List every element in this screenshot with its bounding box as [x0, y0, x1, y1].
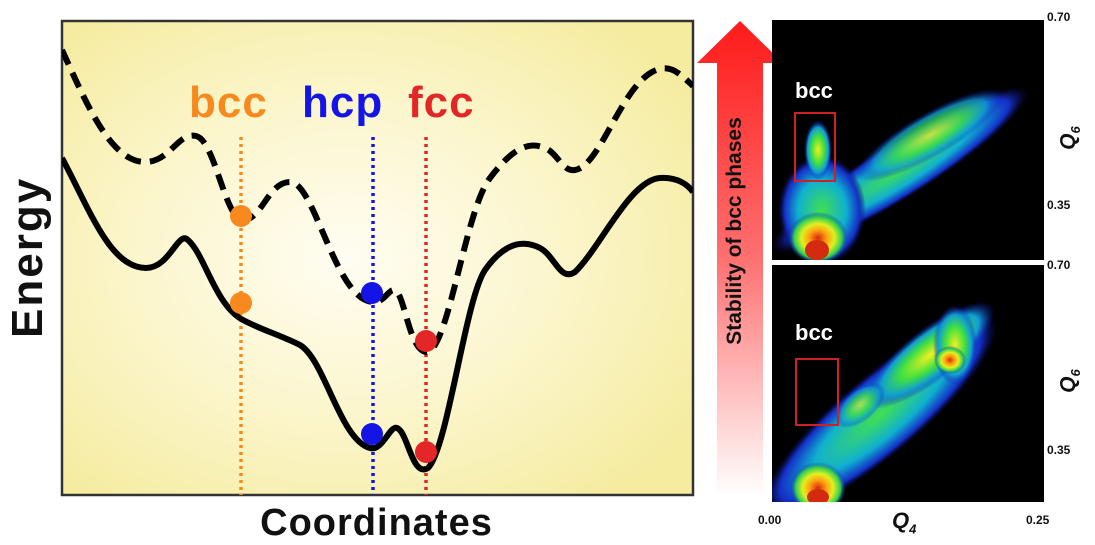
- stability-arrow-label: Stability of bcc phases: [723, 117, 746, 345]
- phase-label-hcp: hcp: [302, 78, 384, 127]
- y-tick-top-035: 0.35: [1047, 198, 1071, 212]
- y-tick-bottom-070: 0.70: [1047, 258, 1071, 272]
- bcc-marker-lower: [230, 292, 252, 314]
- fcc-marker-upper: [415, 330, 437, 352]
- energy-axis-label: Energy: [3, 176, 52, 338]
- x-tick-025: 0.25: [1026, 513, 1050, 527]
- bcc-box-label-bottom: bcc: [795, 320, 833, 345]
- dashed-energy-curve: [62, 48, 693, 355]
- q6-axis-label-bottom: Q6: [1056, 369, 1083, 393]
- coordinates-axis-label: Coordinates: [260, 502, 493, 544]
- q4-axis-label: Q4: [892, 508, 917, 537]
- bcc-box-label-top: bcc: [795, 78, 833, 103]
- phase-label-fcc: fcc: [408, 78, 475, 127]
- q6-axis-label-top: Q6: [1056, 126, 1083, 150]
- y-tick-top-070: 0.70: [1047, 10, 1071, 24]
- fcc-marker-lower: [415, 441, 437, 463]
- bcc-region-box-bottom: [795, 358, 839, 426]
- solid-energy-curve: [62, 156, 693, 473]
- bcc-region-box-top: [794, 112, 836, 182]
- x-tick-000: 0.00: [758, 513, 782, 527]
- hcp-marker-upper: [361, 282, 383, 304]
- bcc-marker-upper: [230, 205, 252, 227]
- scatter-density-bottom: [772, 301, 998, 502]
- hcp-marker-lower: [361, 423, 383, 445]
- stability-arrow: [697, 21, 783, 496]
- phase-label-bcc: bcc: [189, 78, 268, 127]
- y-tick-bottom-035: 0.35: [1047, 443, 1071, 457]
